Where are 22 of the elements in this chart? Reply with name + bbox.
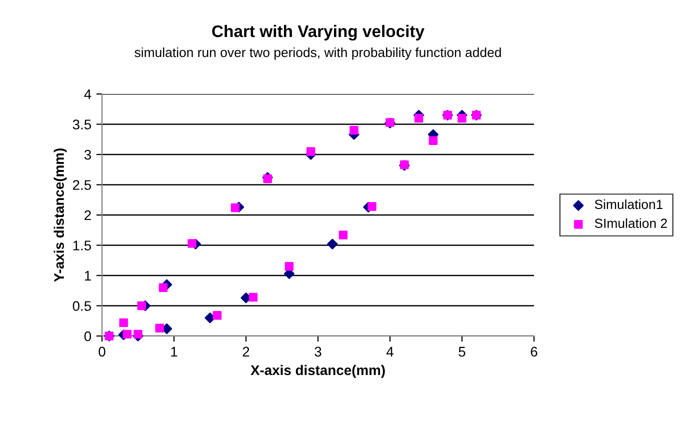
chart-subtitle: simulation run over two periods, with probability function added <box>134 47 501 60</box>
y-tick-label: 0 <box>84 331 92 342</box>
y-tick-label: 2 <box>84 210 91 220</box>
x-tick-label: 1 <box>171 346 178 356</box>
legend-label: Simulation1 <box>594 199 663 210</box>
x-tick-label: 3 <box>314 346 322 357</box>
y-tick-label: 4 <box>84 89 92 100</box>
x-tick-label: 5 <box>458 346 466 357</box>
x-axis-title: X-axis distance(mm) <box>250 364 385 378</box>
y-tick-label: 2.5 <box>72 180 92 190</box>
x-tick-label: 4 <box>386 346 394 356</box>
x-tick-label: 6 <box>530 346 538 357</box>
y-tick-label: 3 <box>84 150 91 160</box>
legend-label: SImulation 2 <box>594 218 667 228</box>
x-tick-label: 2 <box>242 346 250 356</box>
y-tick-label: 3.5 <box>72 120 92 130</box>
y-tick-label: 1 <box>84 270 91 281</box>
x-tick-label: 0 <box>98 346 106 357</box>
chart-title: Chart with Varying velocity <box>212 24 424 41</box>
y-tick-label: 1.5 <box>73 240 92 250</box>
y-tick-label: 0.5 <box>72 301 92 311</box>
y-axis-title: Y-axis distance(mm) <box>54 148 67 282</box>
